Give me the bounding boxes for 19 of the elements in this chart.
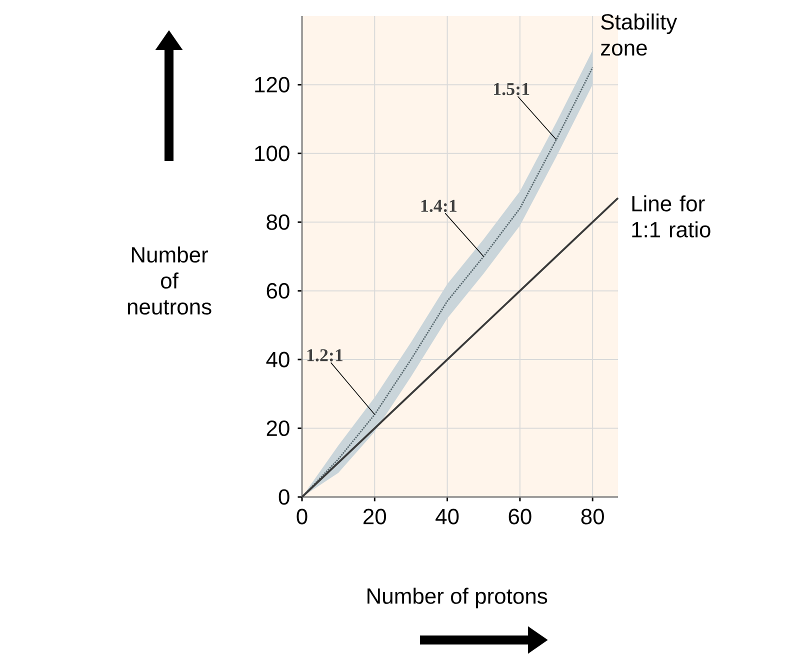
annotation: 1.4:1 — [421, 200, 456, 212]
y-tick-label: 0 — [278, 489, 290, 505]
annotation: 1.2:1 — [307, 349, 343, 362]
series-label: Line for 1:1 ratio — [632, 195, 710, 238]
x-tick-label: 0 — [296, 508, 308, 524]
y-tick-label: 120 — [255, 76, 290, 92]
y-axis-title: Number of neutrons — [128, 246, 212, 315]
x-tick-label: 20 — [364, 508, 386, 524]
series-label: Stability zone — [601, 14, 678, 56]
x-tick-label: 80 — [581, 508, 604, 524]
x-tick-label: 40 — [436, 508, 459, 524]
y-tick-label: 20 — [266, 420, 290, 436]
x-tick-label: 60 — [508, 508, 532, 524]
y-tick-label: 100 — [255, 146, 290, 162]
y-tick-label: 40 — [266, 352, 290, 368]
y-tick-label: 80 — [266, 214, 290, 230]
x-axis-title: Number of protons — [368, 588, 548, 608]
y-tick-label: 60 — [266, 283, 290, 299]
annotation: 1.5:1 — [494, 83, 530, 96]
